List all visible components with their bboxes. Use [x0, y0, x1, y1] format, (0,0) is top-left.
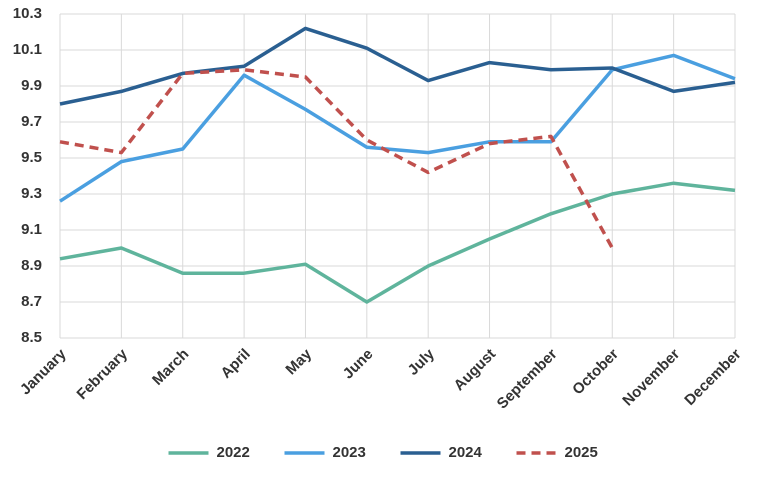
- y-tick-label: 9.9: [21, 77, 42, 94]
- line-series: [59, 26, 736, 106]
- y-tick-label: 8.9: [21, 257, 42, 274]
- legend: 2022 2023 2024 2025: [168, 444, 598, 461]
- x-tick-label: October: [569, 346, 622, 399]
- x-tick-label: July: [405, 345, 439, 379]
- x-tick-label: January: [17, 345, 70, 398]
- y-tick-label: 9.3: [21, 185, 42, 202]
- legend-label: 2023: [333, 444, 366, 461]
- y-tick-label: 10.1: [13, 41, 42, 58]
- y-tick-label: 8.5: [21, 329, 42, 346]
- legend-label: 2025: [565, 444, 598, 461]
- x-tick-label: November: [619, 345, 683, 409]
- line-series: [59, 181, 736, 304]
- y-tick-label: 9.5: [21, 149, 42, 166]
- line-series: [59, 68, 614, 249]
- x-tick-label: February: [74, 345, 132, 403]
- legend-label: 2024: [449, 444, 483, 461]
- x-tick-label: June: [340, 346, 377, 383]
- x-tick-label: December: [681, 346, 744, 409]
- x-tick-label: May: [282, 345, 315, 378]
- legend-label: 2022: [217, 444, 250, 461]
- x-tick-label: April: [218, 346, 254, 382]
- y-tick-label: 10.3: [13, 5, 42, 22]
- y-tick-label: 8.7: [21, 293, 42, 310]
- y-tick-label: 9.7: [21, 113, 42, 130]
- x-tick-label: September: [494, 346, 561, 413]
- x-tick-label: August: [451, 346, 500, 395]
- x-tick-label: March: [149, 346, 192, 389]
- y-tick-label: 9.1: [21, 221, 42, 238]
- line-series: [59, 53, 736, 203]
